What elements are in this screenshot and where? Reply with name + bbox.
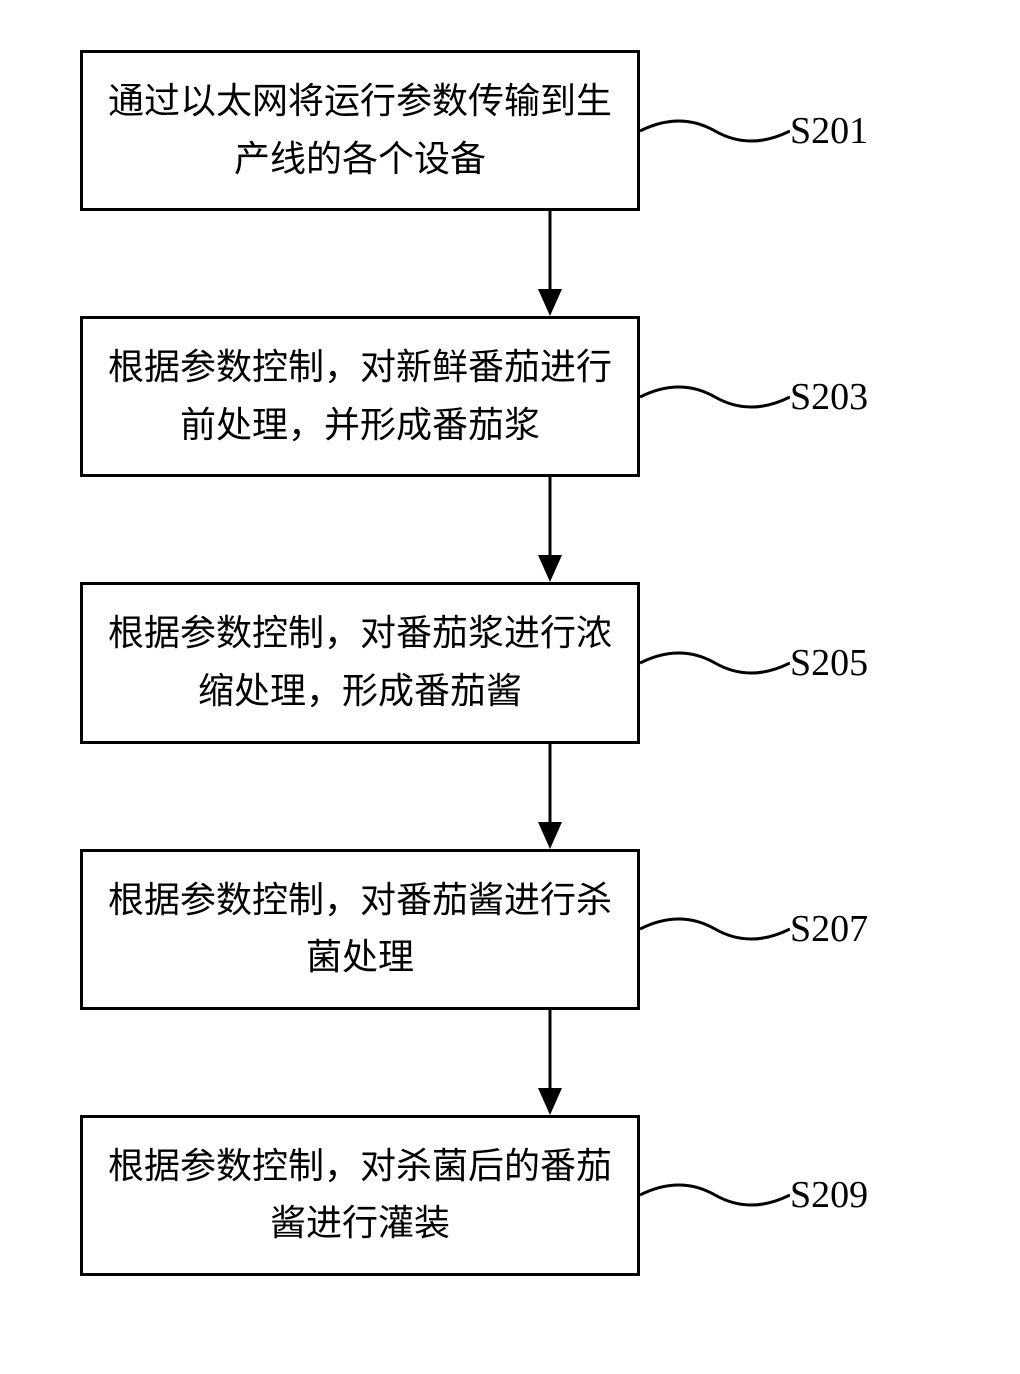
connector-line — [640, 101, 790, 161]
step-label: S203 — [790, 375, 868, 419]
step-label: S209 — [790, 1173, 868, 1217]
arrow — [270, 744, 830, 849]
step-box-3: 根据参数控制，对番茄浆进行浓缩处理，形成番茄酱 — [80, 582, 640, 743]
step-row: 根据参数控制，对新鲜番茄进行前处理，并形成番茄浆 S203 — [0, 316, 1020, 477]
step-text: 通过以太网将运行参数传输到生产线的各个设备 — [108, 81, 612, 179]
flowchart-container: 通过以太网将运行参数传输到生产线的各个设备 S201 根据参数控制，对新鲜番茄进… — [0, 50, 1020, 1276]
step-box-4: 根据参数控制，对番茄酱进行杀菌处理 — [80, 849, 640, 1010]
step-text: 根据参数控制，对杀菌后的番茄酱进行灌装 — [108, 1146, 612, 1244]
step-row: 根据参数控制，对番茄浆进行浓缩处理，形成番茄酱 S205 — [0, 582, 1020, 743]
connector-line — [640, 367, 790, 427]
step-text: 根据参数控制，对番茄浆进行浓缩处理，形成番茄酱 — [108, 613, 612, 711]
connector-line — [640, 1165, 790, 1225]
arrow — [270, 1010, 830, 1115]
step-box-1: 通过以太网将运行参数传输到生产线的各个设备 — [80, 50, 640, 211]
step-row: 根据参数控制，对番茄酱进行杀菌处理 S207 — [0, 849, 1020, 1010]
step-box-2: 根据参数控制，对新鲜番茄进行前处理，并形成番茄浆 — [80, 316, 640, 477]
connector-line — [640, 899, 790, 959]
step-label: S205 — [790, 641, 868, 685]
arrow — [270, 477, 830, 582]
step-row: 根据参数控制，对杀菌后的番茄酱进行灌装 S209 — [0, 1115, 1020, 1276]
step-label: S207 — [790, 907, 868, 951]
step-row: 通过以太网将运行参数传输到生产线的各个设备 S201 — [0, 50, 1020, 211]
connector-line — [640, 633, 790, 693]
step-box-5: 根据参数控制，对杀菌后的番茄酱进行灌装 — [80, 1115, 640, 1276]
step-label: S201 — [790, 109, 868, 153]
step-text: 根据参数控制，对番茄酱进行杀菌处理 — [108, 880, 612, 978]
step-text: 根据参数控制，对新鲜番茄进行前处理，并形成番茄浆 — [108, 347, 612, 445]
arrow — [270, 211, 830, 316]
